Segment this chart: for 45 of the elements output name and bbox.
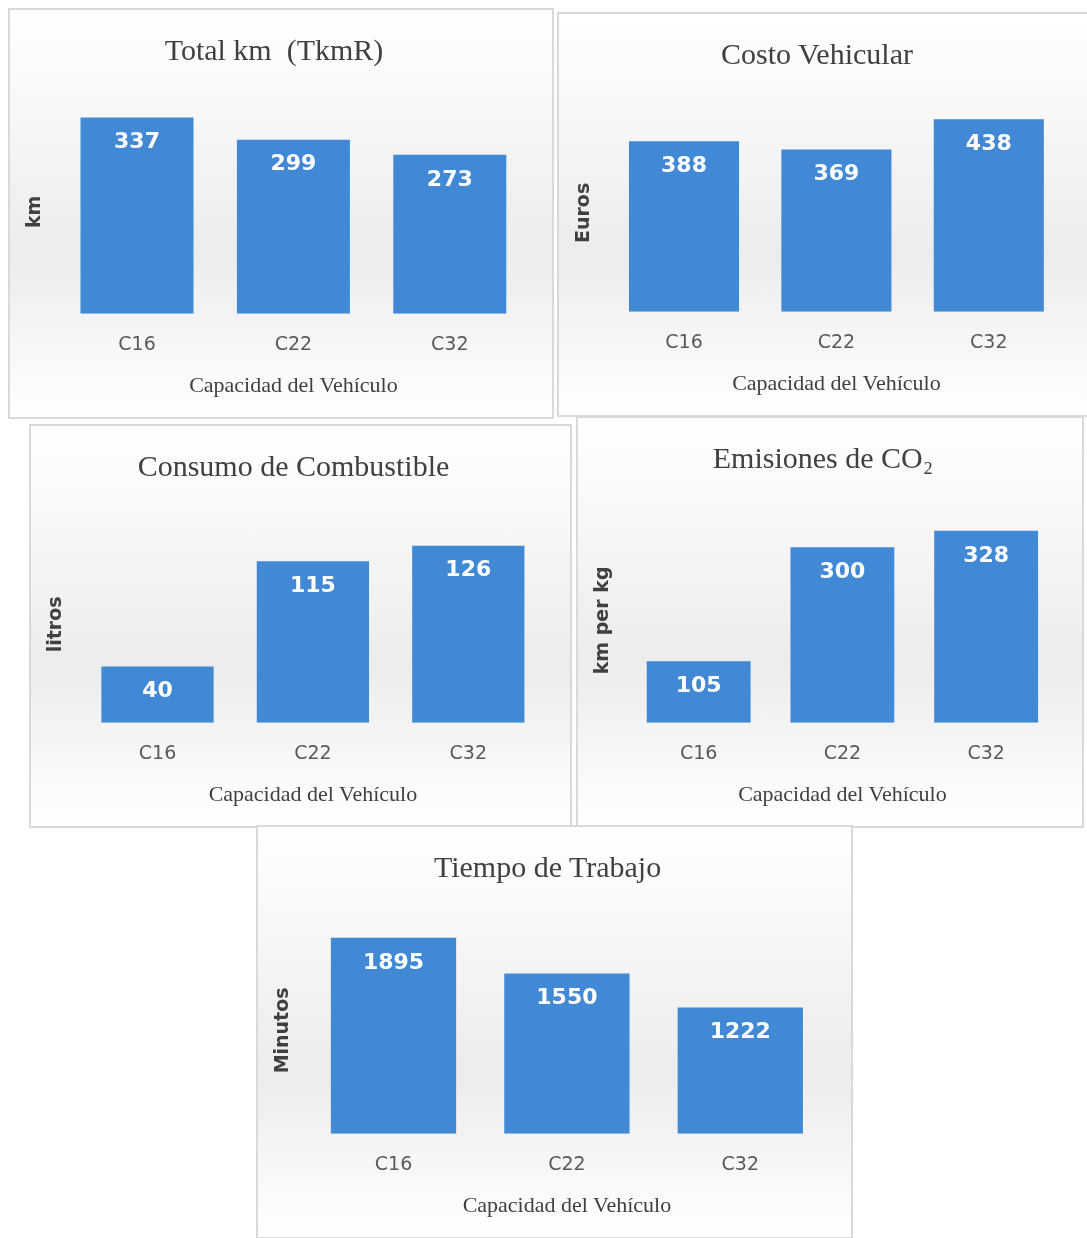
x-axis-title: Capacidad del Vehículo: [738, 780, 947, 806]
x-tick-label: C22: [294, 741, 332, 764]
y-axis-title: litros: [43, 596, 66, 653]
x-tick-label: C22: [548, 1152, 586, 1175]
data-label: 126: [445, 556, 492, 582]
x-tick-label: C32: [449, 741, 488, 764]
x-tick-label: C32: [967, 741, 1005, 764]
x-axis-title: Capacidad del Vehículo: [208, 780, 418, 806]
x-axis-title: Capacidad del Vehículo: [732, 369, 941, 395]
x-tick-label: C16: [118, 332, 156, 355]
data-label: 40: [142, 677, 173, 703]
data-label: 438: [965, 129, 1012, 155]
data-label: 388: [661, 151, 707, 177]
chart-title: Costo Vehicular: [721, 36, 913, 70]
chart-title: Emisiones de CO₂: [712, 440, 934, 474]
chart-title: Tiempo de Trabajo: [433, 849, 662, 883]
x-tick-label: C32: [431, 332, 469, 355]
x-tick-label: C22: [823, 741, 862, 764]
y-axis-title: Minutos: [270, 987, 293, 1074]
data-label: 369: [813, 160, 860, 186]
x-tick-label: C16: [665, 330, 703, 353]
data-label: 328: [963, 541, 1010, 567]
x-tick-label: C32: [970, 330, 1008, 353]
chart-title: Consumo de Combustible: [137, 448, 450, 482]
x-axis-title: Capacidad del Vehículo: [189, 371, 398, 397]
data-label: 300: [819, 557, 866, 583]
data-label: 337: [114, 128, 160, 154]
x-tick-label: C16: [138, 741, 177, 764]
x-tick-label: C32: [721, 1152, 760, 1175]
x-tick-label: C16: [679, 741, 718, 764]
x-tick-label: C16: [374, 1152, 413, 1175]
chart-title: Total km (TkmR): [164, 32, 384, 67]
data-label: 105: [675, 672, 722, 698]
y-axis-title: Euros: [571, 182, 594, 244]
x-tick-label: C22: [274, 332, 313, 355]
y-axis-title: km: [22, 195, 45, 229]
data-label: 299: [270, 150, 317, 176]
x-tick-label: C22: [817, 330, 856, 353]
data-label: 273: [426, 165, 473, 191]
data-label: 1550: [536, 984, 598, 1010]
y-axis-title: km per kg: [590, 566, 613, 675]
x-axis-title: Capacidad del Vehículo: [462, 1191, 672, 1217]
data-label: 115: [289, 571, 336, 597]
data-label: 1895: [362, 948, 425, 974]
data-label: 1222: [709, 1018, 771, 1044]
